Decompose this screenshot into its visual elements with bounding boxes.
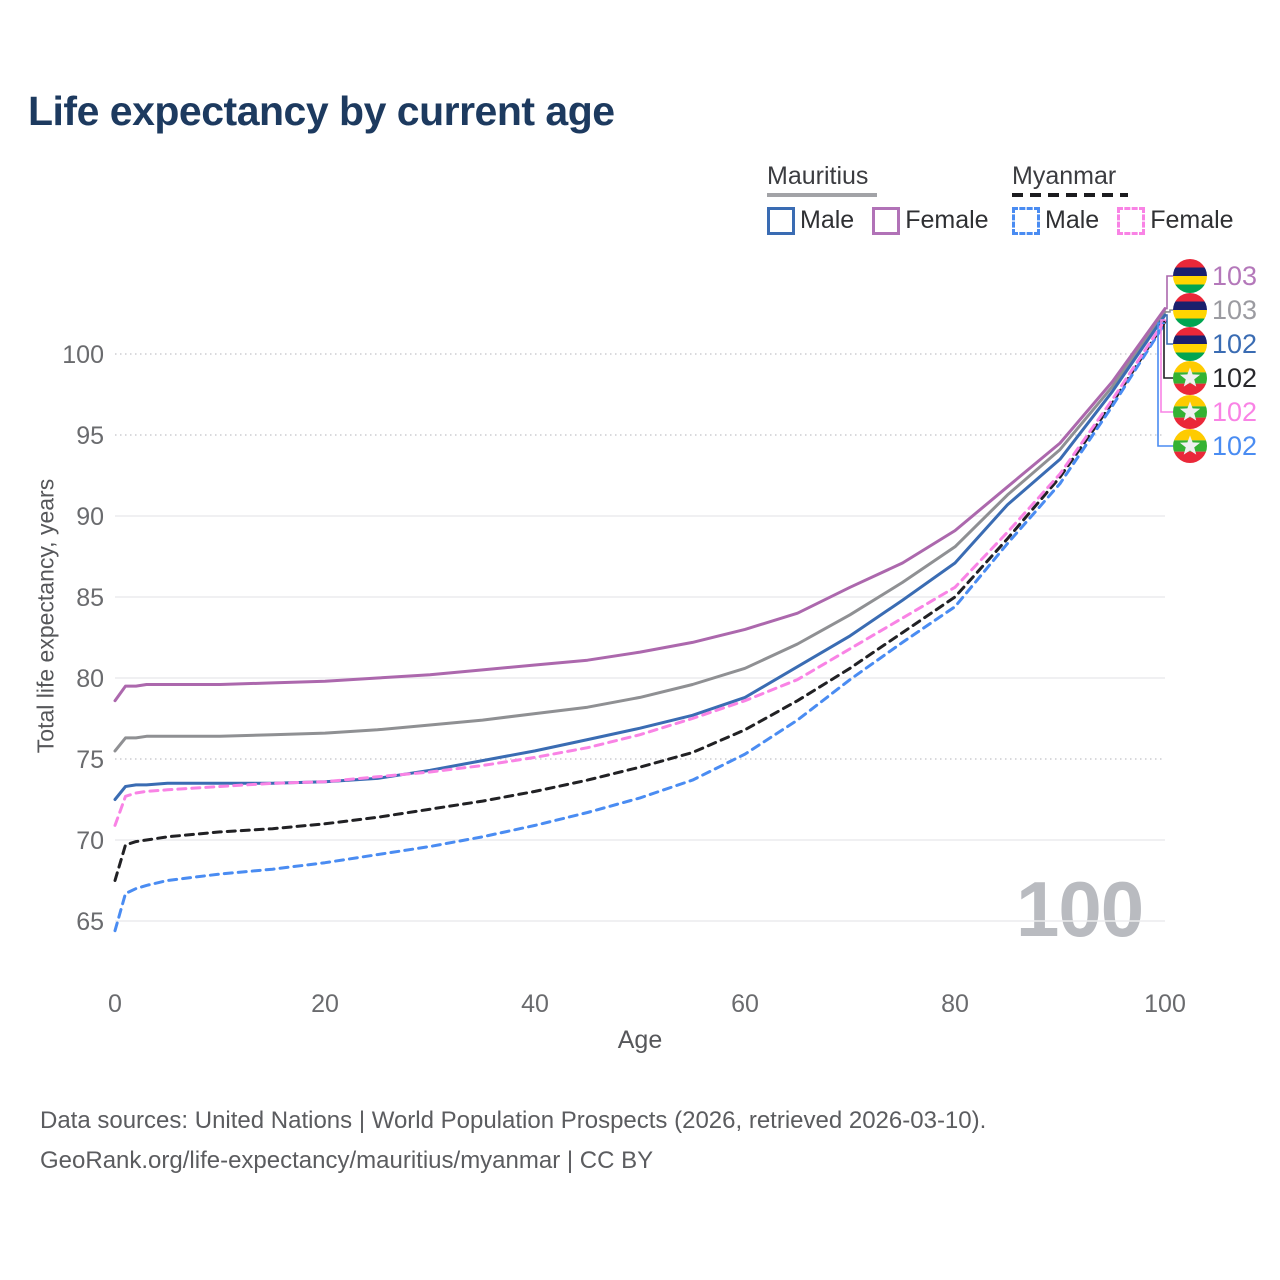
legend-item-myanmar-female[interactable]: Female bbox=[1117, 206, 1234, 235]
y-axis-title: Total life expectancy, years bbox=[32, 478, 59, 754]
age-watermark: 100 bbox=[1016, 865, 1144, 953]
series-line-myanmar-all[interactable] bbox=[113, 320, 1167, 882]
attribution-link[interactable]: GeoRank.org/life-expectancy/mauritius/my… bbox=[40, 1147, 654, 1174]
end-label-myanmar-male: 102 bbox=[1173, 429, 1257, 463]
mauritius-line-style-swatch bbox=[767, 193, 877, 197]
series-line-mauritius-all[interactable] bbox=[113, 310, 1167, 753]
legend-label-male: Male bbox=[800, 206, 855, 234]
end-label-mauritius-male: 102 bbox=[1173, 327, 1257, 361]
legend-item-mauritius-female[interactable]: Female bbox=[872, 206, 989, 235]
mauritius-male-swatch-icon bbox=[767, 206, 795, 235]
mauritius-flag-icon bbox=[1173, 259, 1207, 293]
y-tick-label: 70 bbox=[76, 827, 104, 855]
end-label-connector-mauritius-male bbox=[1165, 314, 1173, 345]
end-label-connector-mauritius-all bbox=[1165, 309, 1173, 313]
end-value: 102 bbox=[1212, 363, 1258, 393]
legend-label-female: Female bbox=[905, 206, 989, 234]
legend-item-myanmar-male[interactable]: Male bbox=[1012, 206, 1099, 235]
x-tick-label: 60 bbox=[731, 990, 759, 1018]
end-label-mauritius-female: 103 bbox=[1173, 259, 1257, 293]
x-tick-label: 80 bbox=[941, 990, 969, 1018]
y-tick-label: 90 bbox=[76, 503, 104, 531]
end-label-connector-mauritius-female bbox=[1165, 275, 1173, 310]
end-label-myanmar-all: 102 bbox=[1173, 361, 1257, 395]
mauritius-flag-icon bbox=[1173, 327, 1207, 361]
legend-group-myanmar: Myanmar Male Female bbox=[1012, 162, 1234, 235]
x-tick-label: 0 bbox=[108, 990, 122, 1018]
y-tick-label: 80 bbox=[76, 665, 104, 693]
x-tick-label: 40 bbox=[521, 990, 549, 1018]
myanmar-flag-icon bbox=[1173, 361, 1207, 395]
myanmar-flag-icon bbox=[1173, 395, 1207, 429]
legend-label-female: Female bbox=[1150, 206, 1234, 234]
legend-group-mauritius: Mauritius Male Female bbox=[767, 162, 989, 235]
y-tick-label: 100 bbox=[62, 341, 104, 369]
legend-item-mauritius-male[interactable]: Male bbox=[767, 206, 854, 235]
legend-label-male: Male bbox=[1045, 206, 1100, 234]
myanmar-line-style-swatch bbox=[1012, 193, 1128, 197]
page-title: Life expectancy by current age bbox=[28, 88, 615, 134]
x-axis-title: Age bbox=[617, 1026, 663, 1054]
end-value: 103 bbox=[1212, 261, 1258, 291]
myanmar-male-swatch-icon bbox=[1012, 206, 1040, 235]
end-label-mauritius-all: 103 bbox=[1173, 293, 1257, 327]
x-tick-label: 20 bbox=[311, 990, 339, 1018]
series-line-myanmar-female[interactable] bbox=[113, 318, 1167, 827]
mauritius-flag-icon bbox=[1173, 293, 1207, 327]
legend-country-mauritius[interactable]: Mauritius bbox=[767, 162, 869, 190]
x-tick-label: 100 bbox=[1144, 990, 1186, 1018]
series-line-mauritius-female[interactable] bbox=[113, 307, 1167, 703]
y-tick-label: 85 bbox=[76, 584, 104, 612]
series-line-mauritius-male[interactable] bbox=[113, 313, 1167, 801]
myanmar-female-swatch-icon bbox=[1117, 206, 1146, 235]
y-tick-label: 65 bbox=[76, 908, 104, 936]
end-value: 102 bbox=[1212, 397, 1258, 427]
myanmar-flag-icon bbox=[1173, 429, 1207, 463]
end-label-connector-myanmar-female bbox=[1160, 319, 1173, 413]
end-value: 102 bbox=[1212, 329, 1258, 359]
mauritius-female-swatch-icon bbox=[872, 206, 901, 235]
end-label-connector-myanmar-all bbox=[1163, 320, 1173, 379]
y-tick-label: 95 bbox=[76, 422, 104, 450]
y-tick-label: 75 bbox=[76, 746, 104, 774]
legend-country-myanmar[interactable]: Myanmar bbox=[1012, 162, 1117, 190]
end-value: 102 bbox=[1212, 431, 1258, 461]
data-sources-note: Data sources: United Nations | World Pop… bbox=[40, 1107, 987, 1134]
end-value: 103 bbox=[1212, 295, 1258, 325]
end-label-myanmar-female: 102 bbox=[1173, 395, 1257, 429]
series-line-myanmar-male[interactable] bbox=[113, 321, 1167, 933]
